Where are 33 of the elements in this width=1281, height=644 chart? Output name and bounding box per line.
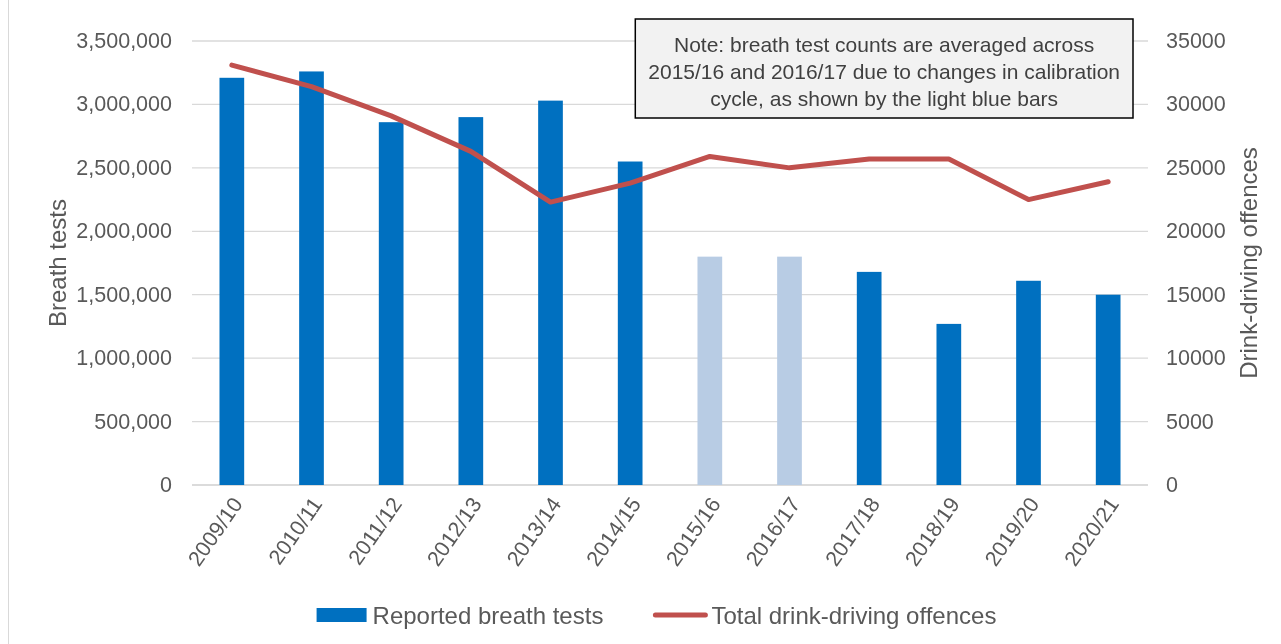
y2-tick-label: 20000	[1166, 219, 1226, 244]
bar	[617, 161, 643, 485]
y-tick-label: 1,500,000	[76, 282, 173, 307]
y-tick-label: 0	[160, 473, 173, 497]
bar	[219, 77, 245, 485]
y-tick-label: 2,500,000	[76, 155, 173, 180]
bar	[697, 256, 723, 485]
bar	[458, 117, 484, 485]
y2-tick-label: 10000	[1166, 346, 1226, 371]
y2-axis-title: Drink-driving offences	[1234, 147, 1262, 379]
y-tick-label: 500,000	[94, 409, 173, 434]
bar	[1095, 294, 1121, 485]
y-tick-label: 2,000,000	[76, 219, 173, 244]
y-tick-label: 3,500,000	[76, 29, 173, 53]
y2-tick-label: 35000	[1166, 29, 1226, 53]
bar	[538, 100, 563, 485]
legend-label: Total drink-driving offences	[711, 601, 997, 629]
y2-tick-label: 15000	[1166, 282, 1226, 307]
y-axis-title: Breath tests	[43, 198, 71, 328]
y2-tick-label: 5000	[1166, 409, 1214, 434]
y-tick-label: 1,000,000	[76, 346, 173, 371]
bar	[856, 271, 882, 485]
bar	[936, 323, 962, 485]
legend-label: Reported breath tests	[372, 601, 604, 629]
bar	[777, 256, 802, 485]
y-tick-label: 3,000,000	[76, 92, 173, 117]
bar	[378, 122, 404, 485]
y2-tick-label: 30000	[1166, 92, 1226, 117]
y2-tick-label: 0	[1166, 473, 1178, 497]
bar	[299, 71, 324, 485]
bar	[1016, 280, 1041, 485]
annotation: Note: breath test counts are averaged across 2015/16 and 2016/17 due to changes in calibration cycle, as shown by the light blue bars	[648, 32, 1120, 110]
y2-tick-label: 25000	[1166, 155, 1226, 180]
